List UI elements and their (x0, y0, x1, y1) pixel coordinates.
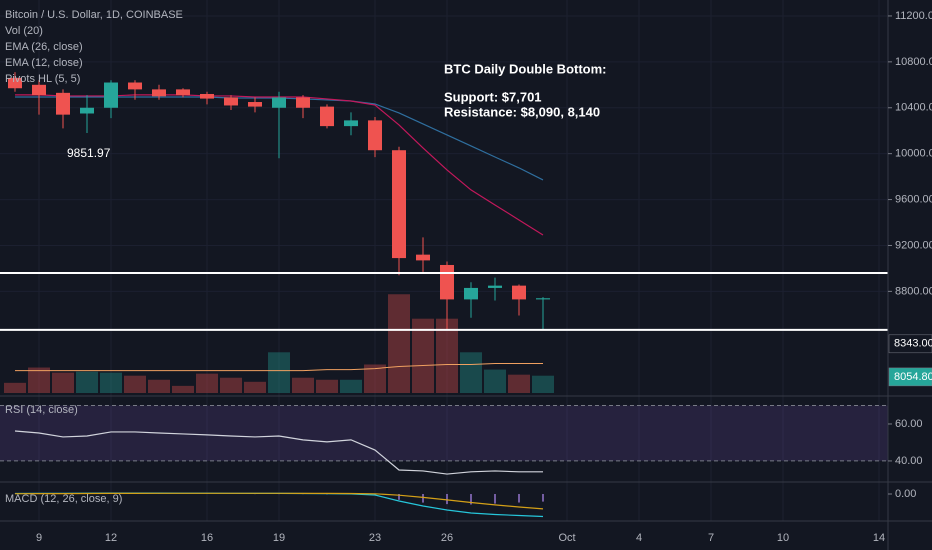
x-tick-label: Oct (558, 532, 575, 544)
volume-bar (148, 379, 170, 393)
candle-body (488, 285, 502, 288)
annotation-text: Resistance: $8,090, 8,140 (444, 104, 600, 119)
x-tick-label: 9 (36, 532, 42, 544)
candle-body (32, 84, 46, 96)
volume-bar (124, 375, 146, 393)
volume-bar (220, 377, 242, 393)
candle-body (8, 77, 22, 89)
pane-title: MACD (12, 26, close, 9) (5, 493, 122, 505)
candle-body (80, 107, 94, 114)
x-tick-label: 19 (273, 532, 285, 544)
candle-body (200, 93, 214, 99)
candle-body (224, 97, 238, 106)
pivot-label: 9851.97 (67, 146, 111, 160)
candle-body (368, 120, 382, 151)
volume-bar (52, 372, 74, 393)
histogram-bar (446, 494, 448, 505)
annotation-title: BTC Daily Double Bottom: (444, 61, 607, 76)
histogram-bar (470, 494, 472, 505)
y-tick-label: 10400.00 (895, 102, 932, 114)
candle-body (416, 254, 430, 261)
histogram-bar (518, 494, 520, 503)
candle-body (392, 150, 406, 259)
candle-body (464, 287, 478, 300)
x-tick-label: 12 (105, 532, 117, 544)
histogram-bar (398, 494, 400, 500)
y-tick-label: 9200.00 (895, 239, 932, 251)
volume-bar (244, 381, 266, 393)
annotation-text: Support: $7,701 (444, 89, 542, 104)
plot (0, 0, 888, 521)
volume-bar (4, 382, 26, 393)
volume-bar (340, 379, 362, 393)
x-tick-label: 4 (636, 532, 642, 544)
price-label-box (888, 334, 932, 354)
volume-bar (316, 379, 338, 393)
x-tick-label: 7 (708, 532, 714, 544)
candle-body (104, 82, 118, 108)
candle-body (56, 92, 70, 115)
legend-entry: Pivots HL (5, 5) (5, 73, 80, 85)
y-tick-label: 60.00 (895, 418, 923, 430)
volume-bar (460, 352, 482, 393)
x-tick-label: 14 (873, 532, 885, 544)
candle-body (272, 97, 286, 108)
y-tick-label: 9600.00 (895, 193, 932, 205)
candle-body (248, 102, 262, 107)
line (14, 492, 544, 510)
legend-entry: Vol (20) (5, 25, 43, 37)
candle-body (440, 264, 454, 300)
volume-bar (388, 294, 410, 393)
volume-bar (76, 371, 98, 393)
histogram-bar (542, 494, 544, 502)
volume-bar (364, 364, 386, 393)
volume-bar (508, 374, 530, 393)
y-tick-label: 11200.00 (895, 10, 932, 22)
price-label: 8343.00 (894, 338, 932, 350)
histogram-bar (494, 494, 496, 504)
volume-bar (100, 372, 122, 393)
candle-body (512, 285, 526, 300)
x-tick-label: 26 (441, 532, 453, 544)
volume-bar (532, 375, 554, 393)
volume-bar (436, 318, 458, 393)
x-tick-label: 16 (201, 532, 213, 544)
pane-title: RSI (14, close) (5, 404, 78, 416)
legend-entry: Bitcoin / U.S. Dollar, 1D, COINBASE (5, 9, 183, 21)
volume-bar (268, 352, 290, 393)
candle-body (128, 82, 142, 90)
volume-bar (484, 369, 506, 393)
volume-bar (412, 318, 434, 393)
candle-body (152, 89, 166, 97)
candle-body (296, 97, 310, 108)
candle-body (344, 120, 358, 127)
volume-bar (292, 377, 314, 393)
volume-bar (196, 373, 218, 393)
volume-bar (172, 385, 194, 393)
y-tick-label: 10800.00 (895, 56, 932, 68)
rsi-band (0, 405, 888, 461)
legend-entry: EMA (26, close) (5, 41, 83, 53)
line (14, 430, 543, 475)
legend-entry: EMA (12, close) (5, 57, 83, 69)
volume-bar (28, 367, 50, 393)
candle-body (536, 298, 550, 300)
y-tick-label: 10000.00 (895, 148, 932, 160)
price-label: 8054.80 (894, 371, 932, 383)
x-tick-label: 23 (369, 532, 381, 544)
volume-ma-line (15, 362, 543, 372)
candle-body (176, 89, 190, 96)
candle-body (320, 106, 334, 127)
histogram-bar (422, 494, 424, 503)
price-label-box (888, 367, 932, 387)
y-tick-label: 40.00 (895, 455, 923, 467)
x-tick-label: 10 (777, 532, 789, 544)
y-tick-label: 8800.00 (895, 285, 932, 297)
y-tick-label: 0.00 (895, 488, 916, 500)
